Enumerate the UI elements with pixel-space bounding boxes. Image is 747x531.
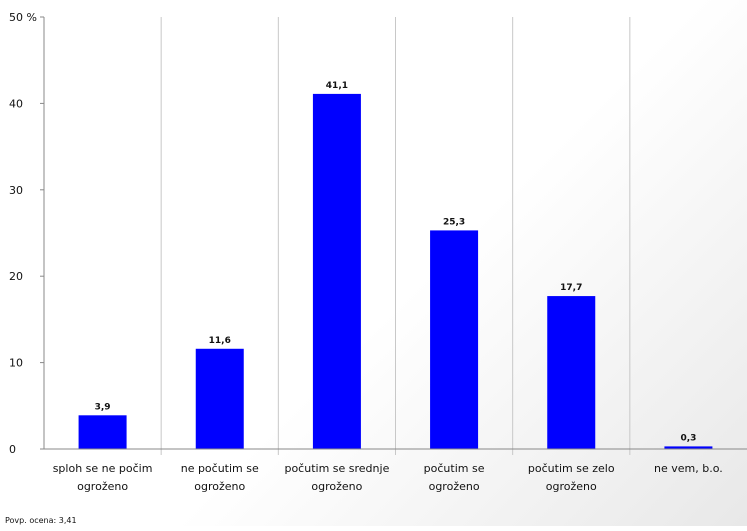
data-label: 25,3	[443, 217, 465, 227]
y-tick-label: 0	[9, 443, 16, 456]
data-label: 0,3	[680, 433, 696, 443]
data-label: 17,7	[560, 283, 582, 293]
y-tick-label: 40	[9, 97, 23, 110]
x-tick-label: počutim se zelo	[528, 462, 615, 475]
y-tick-label: 10	[9, 357, 23, 370]
bar	[430, 230, 479, 449]
average-score-footnote: Povp. ocena: 3,41	[5, 516, 77, 525]
x-tick-label: počutim se srednje	[284, 462, 389, 475]
y-tick-label: 50 %	[9, 11, 37, 24]
labels: 0 10 20 30 40 50 % 3,9 sploh se ne počim ogrožen…	[9, 11, 723, 493]
bar	[195, 348, 244, 449]
x-tick-label: ogroženo	[311, 480, 362, 493]
axes	[40, 16, 747, 450]
x-tick-label: ogroženo	[77, 480, 128, 493]
x-tick-label: ne počutim se	[181, 462, 259, 475]
x-tick-label: počutim se	[424, 462, 485, 475]
grid-lines	[160, 17, 631, 455]
bar	[78, 415, 127, 449]
bar	[547, 296, 596, 449]
data-label: 41,1	[326, 81, 348, 91]
data-label: 3,9	[95, 402, 111, 412]
y-tick-label: 20	[9, 270, 23, 283]
x-tick-label: ogroženo	[429, 480, 480, 493]
x-tick-label: ne vem, b.o.	[654, 462, 723, 475]
data-label: 11,6	[209, 336, 231, 346]
bar	[664, 446, 713, 449]
x-tick-label: sploh se ne počim	[53, 462, 153, 475]
x-tick-label: ogroženo	[546, 480, 597, 493]
bar	[312, 93, 361, 449]
bars	[78, 93, 713, 449]
y-tick-label: 30	[9, 184, 23, 197]
x-tick-label: ogroženo	[194, 480, 245, 493]
